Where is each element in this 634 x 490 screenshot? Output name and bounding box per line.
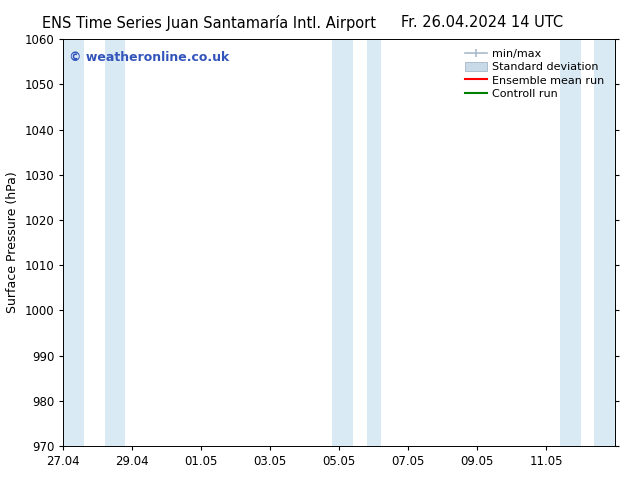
Bar — [63, 39, 84, 446]
Bar — [332, 39, 353, 446]
Bar — [366, 39, 380, 446]
Y-axis label: Surface Pressure (hPa): Surface Pressure (hPa) — [6, 172, 19, 314]
Bar — [560, 39, 581, 446]
Bar — [594, 39, 615, 446]
Text: © weatheronline.co.uk: © weatheronline.co.uk — [69, 51, 229, 64]
Bar — [105, 39, 126, 446]
Text: ENS Time Series Juan Santamaría Intl. Airport: ENS Time Series Juan Santamaría Intl. Ai… — [42, 15, 376, 31]
Legend: min/max, Standard deviation, Ensemble mean run, Controll run: min/max, Standard deviation, Ensemble me… — [465, 49, 604, 99]
Text: Fr. 26.04.2024 14 UTC: Fr. 26.04.2024 14 UTC — [401, 15, 563, 30]
